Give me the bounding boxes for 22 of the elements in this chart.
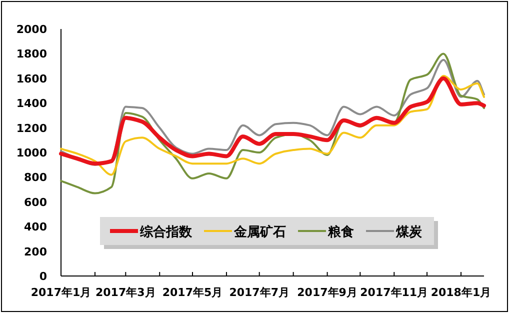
- x-tick-label: 2017年7月: [229, 286, 290, 299]
- y-tick-label: 2000: [16, 23, 48, 36]
- x-tick-label: 2017年5月: [162, 286, 223, 299]
- y-tick-label: 1400: [16, 97, 48, 110]
- x-tick-label: 2017年11月: [360, 286, 428, 299]
- legend-label: 煤炭: [395, 225, 423, 240]
- y-tick-label: 200: [24, 245, 48, 258]
- y-tick-label: 400: [24, 220, 48, 234]
- y-tick-label: 0: [39, 270, 48, 283]
- x-tick-label: 2017年3月: [96, 286, 156, 299]
- y-tick-label: 1000: [16, 146, 48, 160]
- y-tick-label: 1800: [16, 48, 48, 61]
- legend-label: 金属矿石: [233, 224, 286, 240]
- y-tick-label: 800: [24, 171, 48, 184]
- y-tick-label: 600: [24, 196, 48, 209]
- x-tick-label: 2017年9月: [297, 286, 358, 299]
- y-tick-label: 1200: [16, 122, 48, 135]
- x-tick-label: 2017年1月: [30, 286, 92, 299]
- y-tick-label: 1600: [16, 72, 48, 86]
- legend-label: 综合指数: [139, 224, 193, 240]
- x-tick-label: 2018年1月: [430, 286, 492, 299]
- legend-label: 粮食: [327, 224, 354, 240]
